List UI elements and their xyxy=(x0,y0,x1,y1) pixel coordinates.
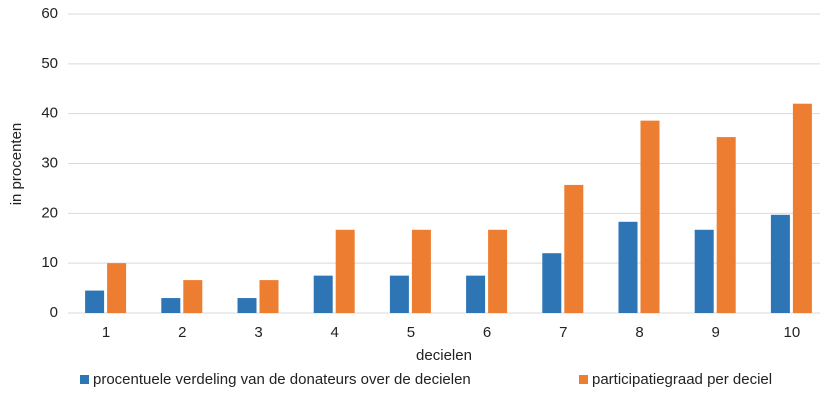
y-tick-label: 30 xyxy=(41,154,58,171)
x-tick-label: 7 xyxy=(559,324,567,341)
x-tick-label: 9 xyxy=(712,324,720,341)
x-tick-label: 1 xyxy=(102,324,110,341)
bar xyxy=(335,229,355,313)
bar xyxy=(259,280,279,313)
y-tick-label: 60 xyxy=(41,5,58,22)
x-axis-label: decielen xyxy=(416,347,472,364)
bar xyxy=(85,290,105,313)
x-tick-label: 3 xyxy=(254,324,262,341)
bar xyxy=(716,137,736,313)
y-tick-label: 10 xyxy=(41,254,58,271)
bar xyxy=(411,229,431,313)
x-tick-label: 2 xyxy=(178,324,186,341)
legend-swatch xyxy=(80,375,89,384)
bar xyxy=(237,298,257,313)
bar xyxy=(183,280,203,313)
y-axis-label: in procenten xyxy=(8,123,25,206)
x-tick-label: 4 xyxy=(331,324,339,341)
y-tick-label: 0 xyxy=(50,304,58,321)
y-tick-label: 40 xyxy=(41,105,58,122)
bar xyxy=(770,214,790,313)
bar xyxy=(542,253,562,313)
bar xyxy=(389,275,409,313)
bar xyxy=(792,103,812,313)
bar xyxy=(640,120,660,313)
bar xyxy=(466,275,486,313)
x-tick-label: 8 xyxy=(635,324,643,341)
bar xyxy=(488,229,508,313)
x-tick-label: 5 xyxy=(407,324,415,341)
bar xyxy=(313,275,333,313)
legend-swatch xyxy=(579,375,588,384)
x-tick-label: 10 xyxy=(784,324,801,341)
bar xyxy=(618,221,638,313)
bar xyxy=(564,184,584,313)
x-tick-label: 6 xyxy=(483,324,491,341)
legend-label: procentuele verdeling van de donateurs o… xyxy=(93,371,471,388)
bar xyxy=(107,263,127,313)
bar xyxy=(161,298,181,313)
bar xyxy=(694,229,714,313)
y-tick-label: 50 xyxy=(41,55,58,72)
legend-label: participatiegraad per deciel xyxy=(592,371,772,388)
y-tick-label: 20 xyxy=(41,204,58,221)
